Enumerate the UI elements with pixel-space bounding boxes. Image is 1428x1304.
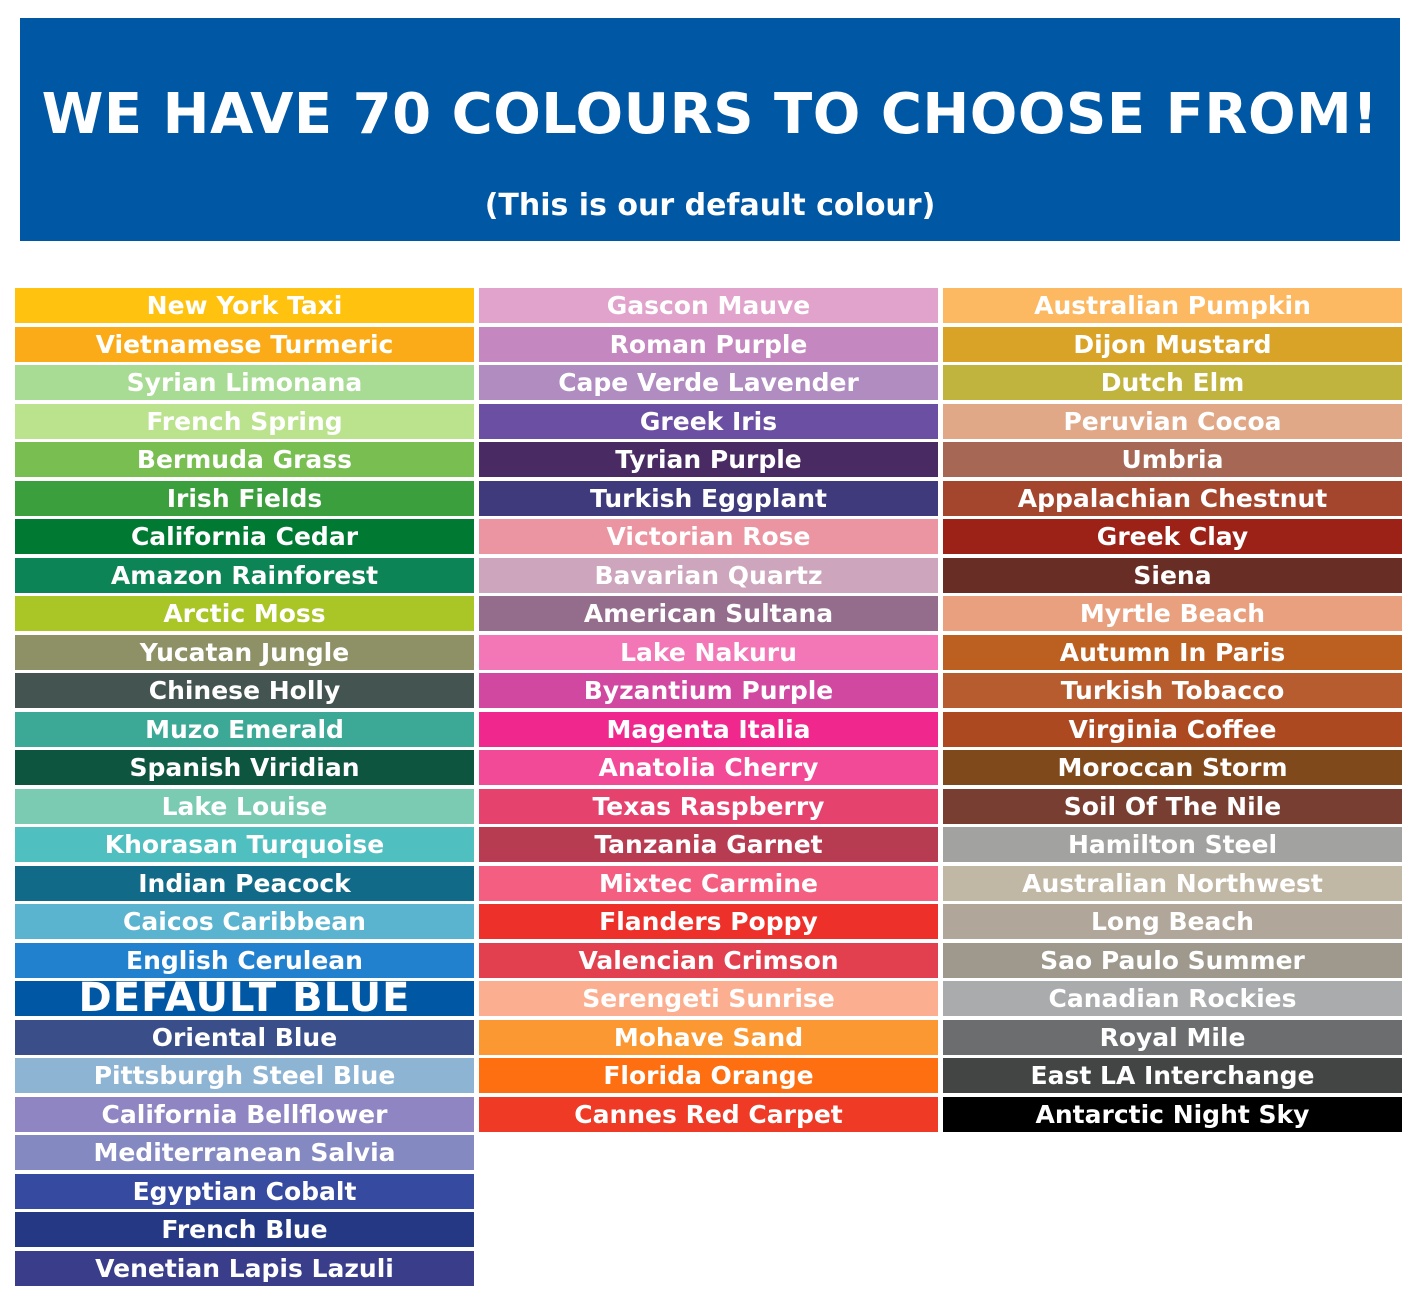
colour-swatch: Dutch Elm [943, 365, 1402, 400]
colour-swatch: Texas Raspberry [479, 788, 938, 824]
colour-swatch: California Bellflower [15, 1096, 474, 1132]
colour-swatch: Siena [943, 557, 1402, 593]
colour-swatch: Autumn In Paris [943, 634, 1402, 670]
colour-swatch: Bavarian Quartz [479, 557, 938, 593]
colour-swatch: Magenta Italia [479, 711, 938, 747]
colour-column-1: New York Taxi Vietnamese Turmeric Syrian L… [15, 288, 474, 1289]
colour-swatch: Umbria [943, 442, 1402, 477]
colour-column-3: Australian Pumpkin Dijon Mustard Dutch Elm… [943, 288, 1402, 1135]
colour-swatch: Yucatan Jungle [15, 634, 474, 670]
colour-swatch: Tanzania Garnet [479, 827, 938, 862]
colour-swatch: Vietnamese Turmeric [15, 326, 474, 362]
colour-swatch: Antarctic Night Sky [943, 1096, 1402, 1132]
colour-swatch: Venetian Lapis Lazuli [15, 1250, 474, 1286]
colour-swatch: Byzantium Purple [479, 673, 938, 708]
colour-swatch: Soil Of The Nile [943, 788, 1402, 824]
colour-swatch: Greek Iris [479, 403, 938, 439]
colour-swatch: Cannes Red Carpet [479, 1096, 938, 1132]
colour-swatch: Caicos Caribbean [15, 904, 474, 939]
colour-swatch: Muzo Emerald [15, 711, 474, 747]
colour-swatch: Florida Orange [479, 1058, 938, 1093]
colour-swatch: Arctic Moss [15, 596, 474, 631]
colour-swatch: Roman Purple [479, 326, 938, 362]
colour-swatch: Irish Fields [15, 480, 474, 516]
colour-swatch: Bermuda Grass [15, 442, 474, 477]
header-banner: WE HAVE 70 COLOURS TO CHOOSE FROM! (This… [20, 18, 1400, 241]
colour-swatch: Royal Mile [943, 1019, 1402, 1055]
page-subtitle: (This is our default colour) [484, 188, 936, 223]
colour-swatch: Sao Paulo Summer [943, 942, 1402, 978]
colour-swatch: Canadian Rockies [943, 981, 1402, 1016]
colour-swatch: Appalachian Chestnut [943, 480, 1402, 516]
colour-swatch: Moroccan Storm [943, 750, 1402, 785]
colour-swatch: Dijon Mustard [943, 326, 1402, 362]
colour-swatch: Chinese Holly [15, 673, 474, 708]
page-title: WE HAVE 70 COLOURS TO CHOOSE FROM! [41, 82, 1379, 147]
colour-swatch: Oriental Blue [15, 1019, 474, 1055]
colour-swatch: Egyptian Cobalt [15, 1173, 474, 1209]
colour-swatch: Australian Northwest [943, 865, 1402, 901]
colour-swatch: Tyrian Purple [479, 442, 938, 477]
colour-swatch: American Sultana [479, 596, 938, 631]
colour-swatch: Mixtec Carmine [479, 865, 938, 901]
colour-swatch: Valencian Crimson [479, 942, 938, 978]
colour-swatch: Syrian Limonana [15, 365, 474, 400]
colour-swatch: Turkish Tobacco [943, 673, 1402, 708]
colour-swatch: Serengeti Sunrise [479, 981, 938, 1016]
colour-swatch: Amazon Rainforest [15, 557, 474, 593]
colour-swatch: New York Taxi [15, 288, 474, 323]
colour-swatch: Greek Clay [943, 519, 1402, 554]
colour-swatch: East LA Interchange [943, 1058, 1402, 1093]
colour-swatch: Mohave Sand [479, 1019, 938, 1055]
colour-swatch: Flanders Poppy [479, 904, 938, 939]
colour-swatch: Virginia Coffee [943, 711, 1402, 747]
colour-swatch: French Blue [15, 1212, 474, 1247]
colour-swatch: Peruvian Cocoa [943, 403, 1402, 439]
colour-swatch: Khorasan Turquoise [15, 827, 474, 862]
colour-column-2: Gascon Mauve Roman Purple Cape Verde Laven… [479, 288, 938, 1135]
colour-swatch: Victorian Rose [479, 519, 938, 554]
colour-swatch: California Cedar [15, 519, 474, 554]
colour-swatch: Lake Louise [15, 788, 474, 824]
colour-swatch: Australian Pumpkin [943, 288, 1402, 323]
colour-swatch: Turkish Eggplant [479, 480, 938, 516]
colour-swatch: Anatolia Cherry [479, 750, 938, 785]
colour-swatch: Mediterranean Salvia [15, 1135, 474, 1170]
colour-swatch: Spanish Viridian [15, 750, 474, 785]
colour-swatch: English Cerulean [15, 942, 474, 978]
colour-swatch: Lake Nakuru [479, 634, 938, 670]
colour-swatch: Cape Verde Lavender [479, 365, 938, 400]
colour-swatch: Indian Peacock [15, 865, 474, 901]
colour-swatch: Long Beach [943, 904, 1402, 939]
colour-swatch: Myrtle Beach [943, 596, 1402, 631]
colour-swatch: DEFAULT BLUE [15, 981, 474, 1016]
colour-swatch: Pittsburgh Steel Blue [15, 1058, 474, 1093]
colour-swatch: Hamilton Steel [943, 827, 1402, 862]
colour-swatch: French Spring [15, 403, 474, 439]
colour-swatch: Gascon Mauve [479, 288, 938, 323]
